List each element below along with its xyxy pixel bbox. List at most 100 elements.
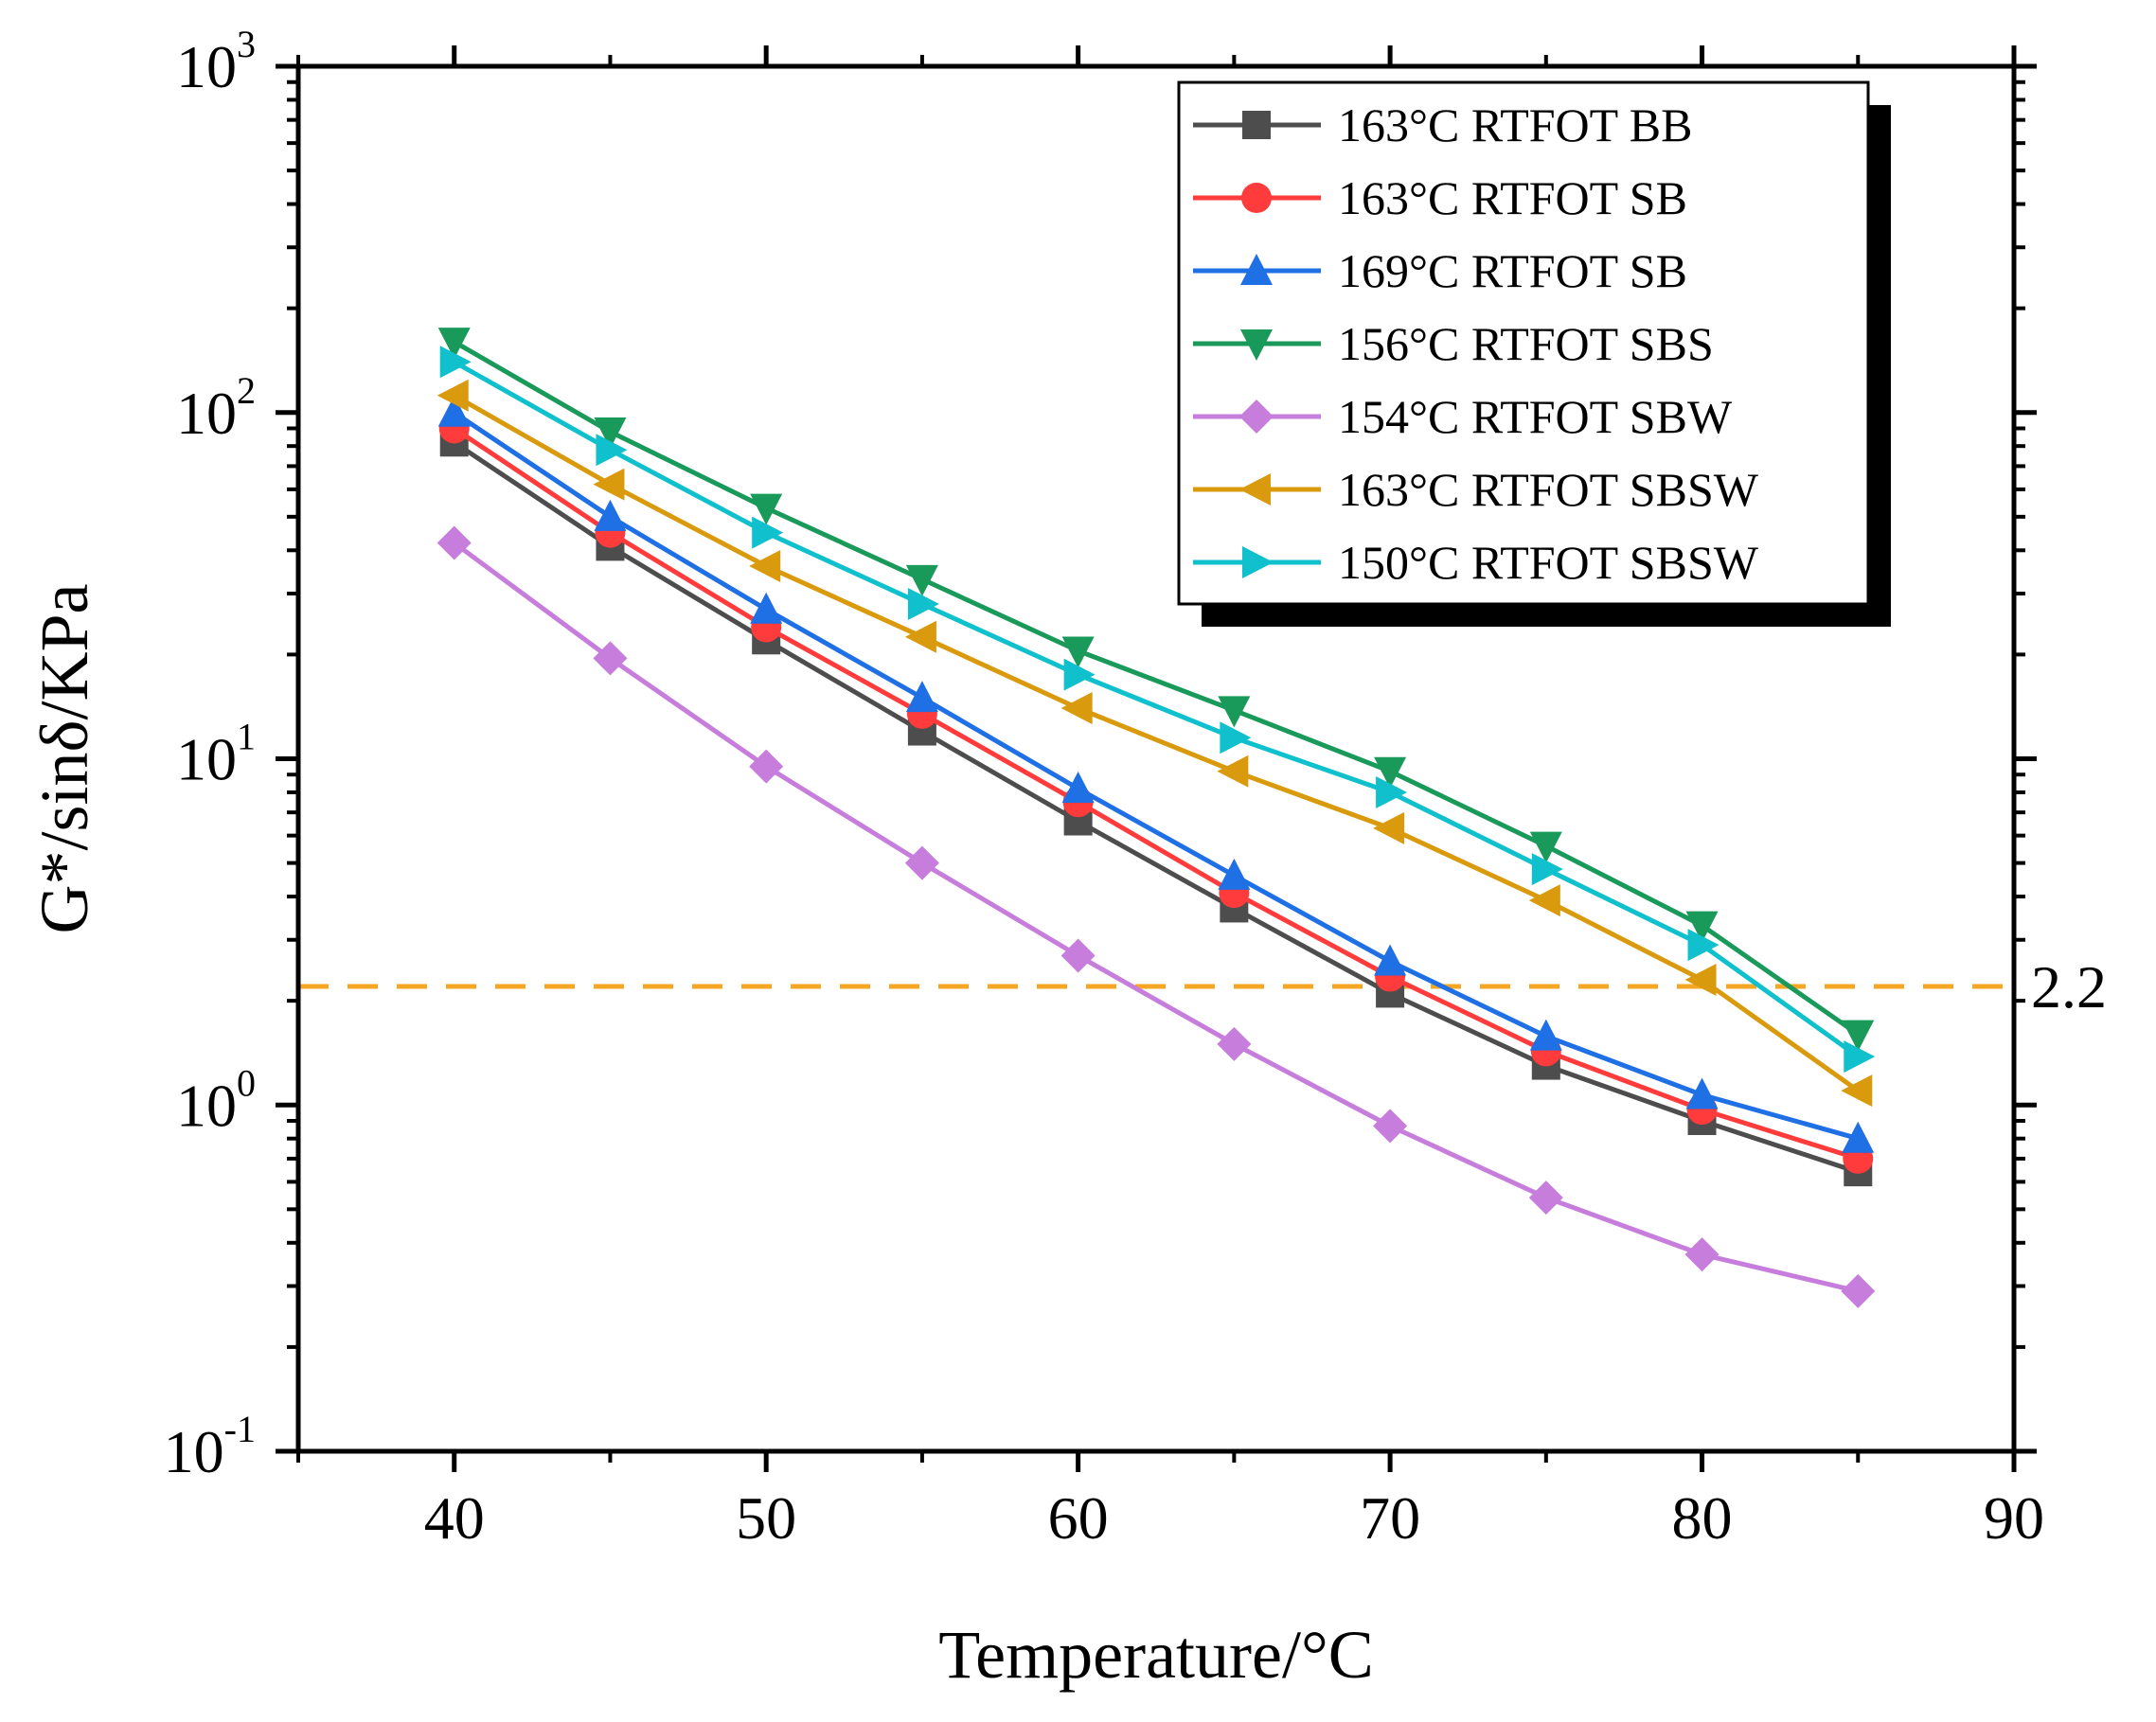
data-point [1842, 1020, 1875, 1052]
x-tick-label: 40 [424, 1484, 485, 1552]
data-point [596, 434, 628, 467]
y-tick-exponent: 1 [237, 716, 256, 758]
data-point [437, 525, 472, 560]
series-line [453, 440, 1860, 1175]
series-line [453, 360, 1860, 1059]
legend-label: 163°C RTFOT SB [1338, 171, 1687, 224]
series-3 [437, 328, 1875, 1052]
data-point [904, 620, 936, 653]
data-point [1684, 1237, 1719, 1272]
data-point [1217, 754, 1249, 788]
data-point [594, 499, 627, 531]
series-2 [437, 395, 1875, 1153]
x-tick-label: 90 [1984, 1484, 2044, 1552]
legend-item: 163°C RTFOT SB [1193, 171, 1687, 224]
y-tick-exponent: 0 [237, 1061, 256, 1104]
data-point [1217, 1026, 1252, 1061]
legend-item: 163°C RTFOT SBSW [1193, 463, 1759, 516]
series-line [453, 541, 1859, 1294]
data-point [750, 493, 783, 525]
y-tick-exponent: 2 [237, 369, 256, 412]
x-tick-label: 70 [1360, 1484, 1420, 1552]
data-point [750, 592, 783, 624]
data-point [1218, 858, 1251, 890]
legend-marker [1242, 546, 1274, 578]
y-tick-base: 10 [176, 33, 237, 100]
y-tick-base: 10 [176, 380, 237, 447]
data-point [1373, 1109, 1408, 1144]
legend-marker [1240, 254, 1273, 285]
data-point [437, 379, 469, 412]
y-tick-label: 101 [176, 716, 256, 793]
series-4 [437, 525, 1876, 1308]
legend: 163°C RTFOT BB 163°C RTFOT SB 169°C RTFOT … [1177, 80, 1891, 627]
data-point [1374, 944, 1407, 976]
data-point [594, 417, 627, 450]
series-6 [439, 346, 1876, 1074]
data-point [1685, 911, 1719, 943]
x-tick-label: 80 [1672, 1484, 1733, 1552]
y-axis-title: G*/sinδ/KPa [27, 584, 102, 934]
data-point [1531, 853, 1563, 886]
x-tick-label: 60 [1048, 1484, 1109, 1552]
data-point [904, 845, 939, 880]
threshold-label: 2.2 [2031, 953, 2107, 1021]
legend-marker [1240, 329, 1273, 361]
legend-item: 150°C RTFOT SBSW [1193, 536, 1759, 589]
y-tick-base: 10 [176, 1072, 237, 1139]
y-tick-label: 103 [176, 23, 256, 100]
legend-marker [1239, 399, 1274, 434]
data-point [1060, 938, 1096, 973]
series-line [453, 410, 1859, 1142]
y-tick-exponent: 3 [237, 23, 256, 65]
data-point [749, 749, 784, 784]
legend-label: 154°C RTFOT SBW [1338, 390, 1733, 443]
legend-item: 154°C RTFOT SBW [1193, 390, 1733, 443]
threshold-layer: 2.2 [298, 953, 2107, 1021]
legend-label: 163°C RTFOT BB [1338, 98, 1693, 151]
data-point [1373, 811, 1405, 844]
data-point [1844, 1040, 1876, 1074]
legend-marker [1242, 111, 1271, 139]
data-point [752, 516, 784, 549]
data-point [749, 550, 781, 583]
data-point [1685, 1077, 1719, 1110]
data-point [1061, 772, 1095, 804]
legend-label: 169°C RTFOT SB [1338, 244, 1687, 297]
data-point [907, 587, 939, 620]
legend-item: 169°C RTFOT SB [1193, 244, 1687, 297]
data-point [1528, 884, 1560, 917]
data-point [1063, 658, 1096, 691]
legend-marker [1239, 473, 1271, 506]
legend-label: 150°C RTFOT SBSW [1338, 536, 1759, 589]
data-point [1061, 636, 1095, 668]
data-point [1218, 696, 1251, 728]
legend-label: 163°C RTFOT SBSW [1338, 463, 1759, 516]
ticks-layer [276, 45, 2037, 1472]
data-point [593, 641, 628, 676]
legend-item: 156°C RTFOT SBS [1193, 317, 1714, 370]
data-point [1528, 1181, 1563, 1216]
data-point [1841, 1074, 1873, 1108]
legend-label: 156°C RTFOT SBS [1338, 317, 1714, 370]
series-layer [437, 328, 1876, 1308]
series-line [453, 393, 1860, 1093]
data-point [1842, 1121, 1875, 1153]
series-5 [437, 379, 1873, 1108]
data-point [1529, 1019, 1562, 1051]
data-point [1220, 721, 1252, 754]
y-tick-label: 102 [176, 369, 256, 447]
y-tick-base: 10 [176, 726, 237, 793]
data-point [1687, 929, 1719, 962]
data-point [437, 395, 471, 427]
data-point [1060, 692, 1093, 725]
x-axis-title: Temperature/°C [938, 1617, 1374, 1693]
data-point [905, 681, 938, 713]
data-point [439, 346, 472, 379]
data-point [905, 564, 938, 596]
series-line [453, 339, 1860, 1037]
data-point [1684, 963, 1717, 996]
y-tick-exponent: -1 [224, 1408, 256, 1450]
